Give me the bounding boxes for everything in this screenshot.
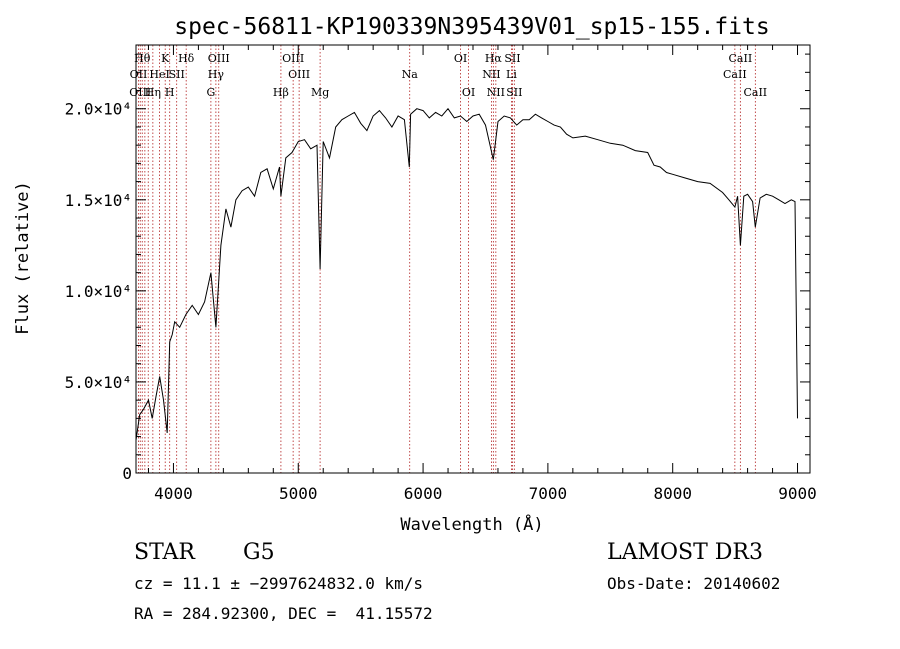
y-tick-label: 1.5×10⁴ [65,191,132,210]
spectral-line-label: OIII [288,68,310,81]
x-tick-label: 5000 [279,484,318,503]
coordinates-text: RA = 284.92300, DEC = 41.15572 [134,604,433,623]
spectral-line-label: H [165,86,175,99]
y-tick-label: 5.0×10⁴ [65,373,132,392]
spectral-line-label: OIII [129,86,151,99]
spectral-line-label: G [206,86,215,99]
spectral-line-labels: OIIOIIIHθHηHeIKHSIIHδGHγOIIIHβOIIIOIIIMg… [129,52,767,99]
x-tick-label: 9000 [778,484,817,503]
spectral-line-label: SII [169,68,185,81]
spectral-line-label: OII [130,68,148,81]
spectral-line-label: CaII [743,86,767,99]
spectral-line-label: Hα [485,52,503,65]
spectral-line-label: CaII [723,68,747,81]
spectral-line-label: NII [482,68,500,81]
spectrum-line [135,107,798,441]
spectral-line-label: Hβ [273,86,289,99]
y-axis: 0 5.0×10⁴ 1.0×10⁴ 1.5×10⁴ 2.0×10⁴ [65,53,810,483]
y-tick-label: 1.0×10⁴ [65,282,132,301]
y-tick-label: 0 [122,464,132,483]
spectral-line-markers [138,45,756,473]
spectral-line-label: Hγ [208,68,225,81]
x-tick-label: 7000 [529,484,568,503]
spectral-line-label: OI [462,86,475,99]
x-axis: 4000 5000 6000 7000 8000 9000 [147,45,817,503]
x-tick-label: 8000 [653,484,692,503]
spectral-line-label: Hη [145,86,161,99]
spectral-line-label: SII [506,86,522,99]
spectral-line-label: Hδ [178,52,195,65]
chart-title: spec-56811-KP190339N395439V01_sp15-155.f… [174,14,769,40]
spectral-line-label: Mg [311,86,329,99]
spectral-line-label: OI [454,52,467,65]
spectral-line-label: Na [402,68,419,81]
plot-frame [135,44,811,474]
spectral-line-label: Li [506,68,517,81]
spectral-line-label: OIII [282,52,304,65]
y-tick-label: 2.0×10⁴ [65,100,132,119]
object-class: STAR [134,540,195,565]
spectral-line-label: CaII [729,52,753,65]
x-axis-label: Wavelength (Å) [400,513,543,535]
x-tick-label: 4000 [154,484,193,503]
spectral-line-label: Hθ [134,52,151,65]
survey-name: LAMOST DR3 [607,540,763,565]
obs-date-text: Obs-Date: 20140602 [607,574,781,593]
spectral-line-label: SII [504,52,520,65]
spectral-line-label: K [161,52,170,65]
spectral-line-label: HeI [149,68,169,81]
spectral-line-label: NII [487,86,505,99]
object-subclass: G5 [243,540,275,565]
spectral-line-label: OIII [208,52,230,65]
y-axis-label: Flux (relative) [13,181,33,335]
x-tick-label: 6000 [404,484,443,503]
redshift-text: cz = 11.1 ± −2997624832.0 km/s [134,574,423,593]
